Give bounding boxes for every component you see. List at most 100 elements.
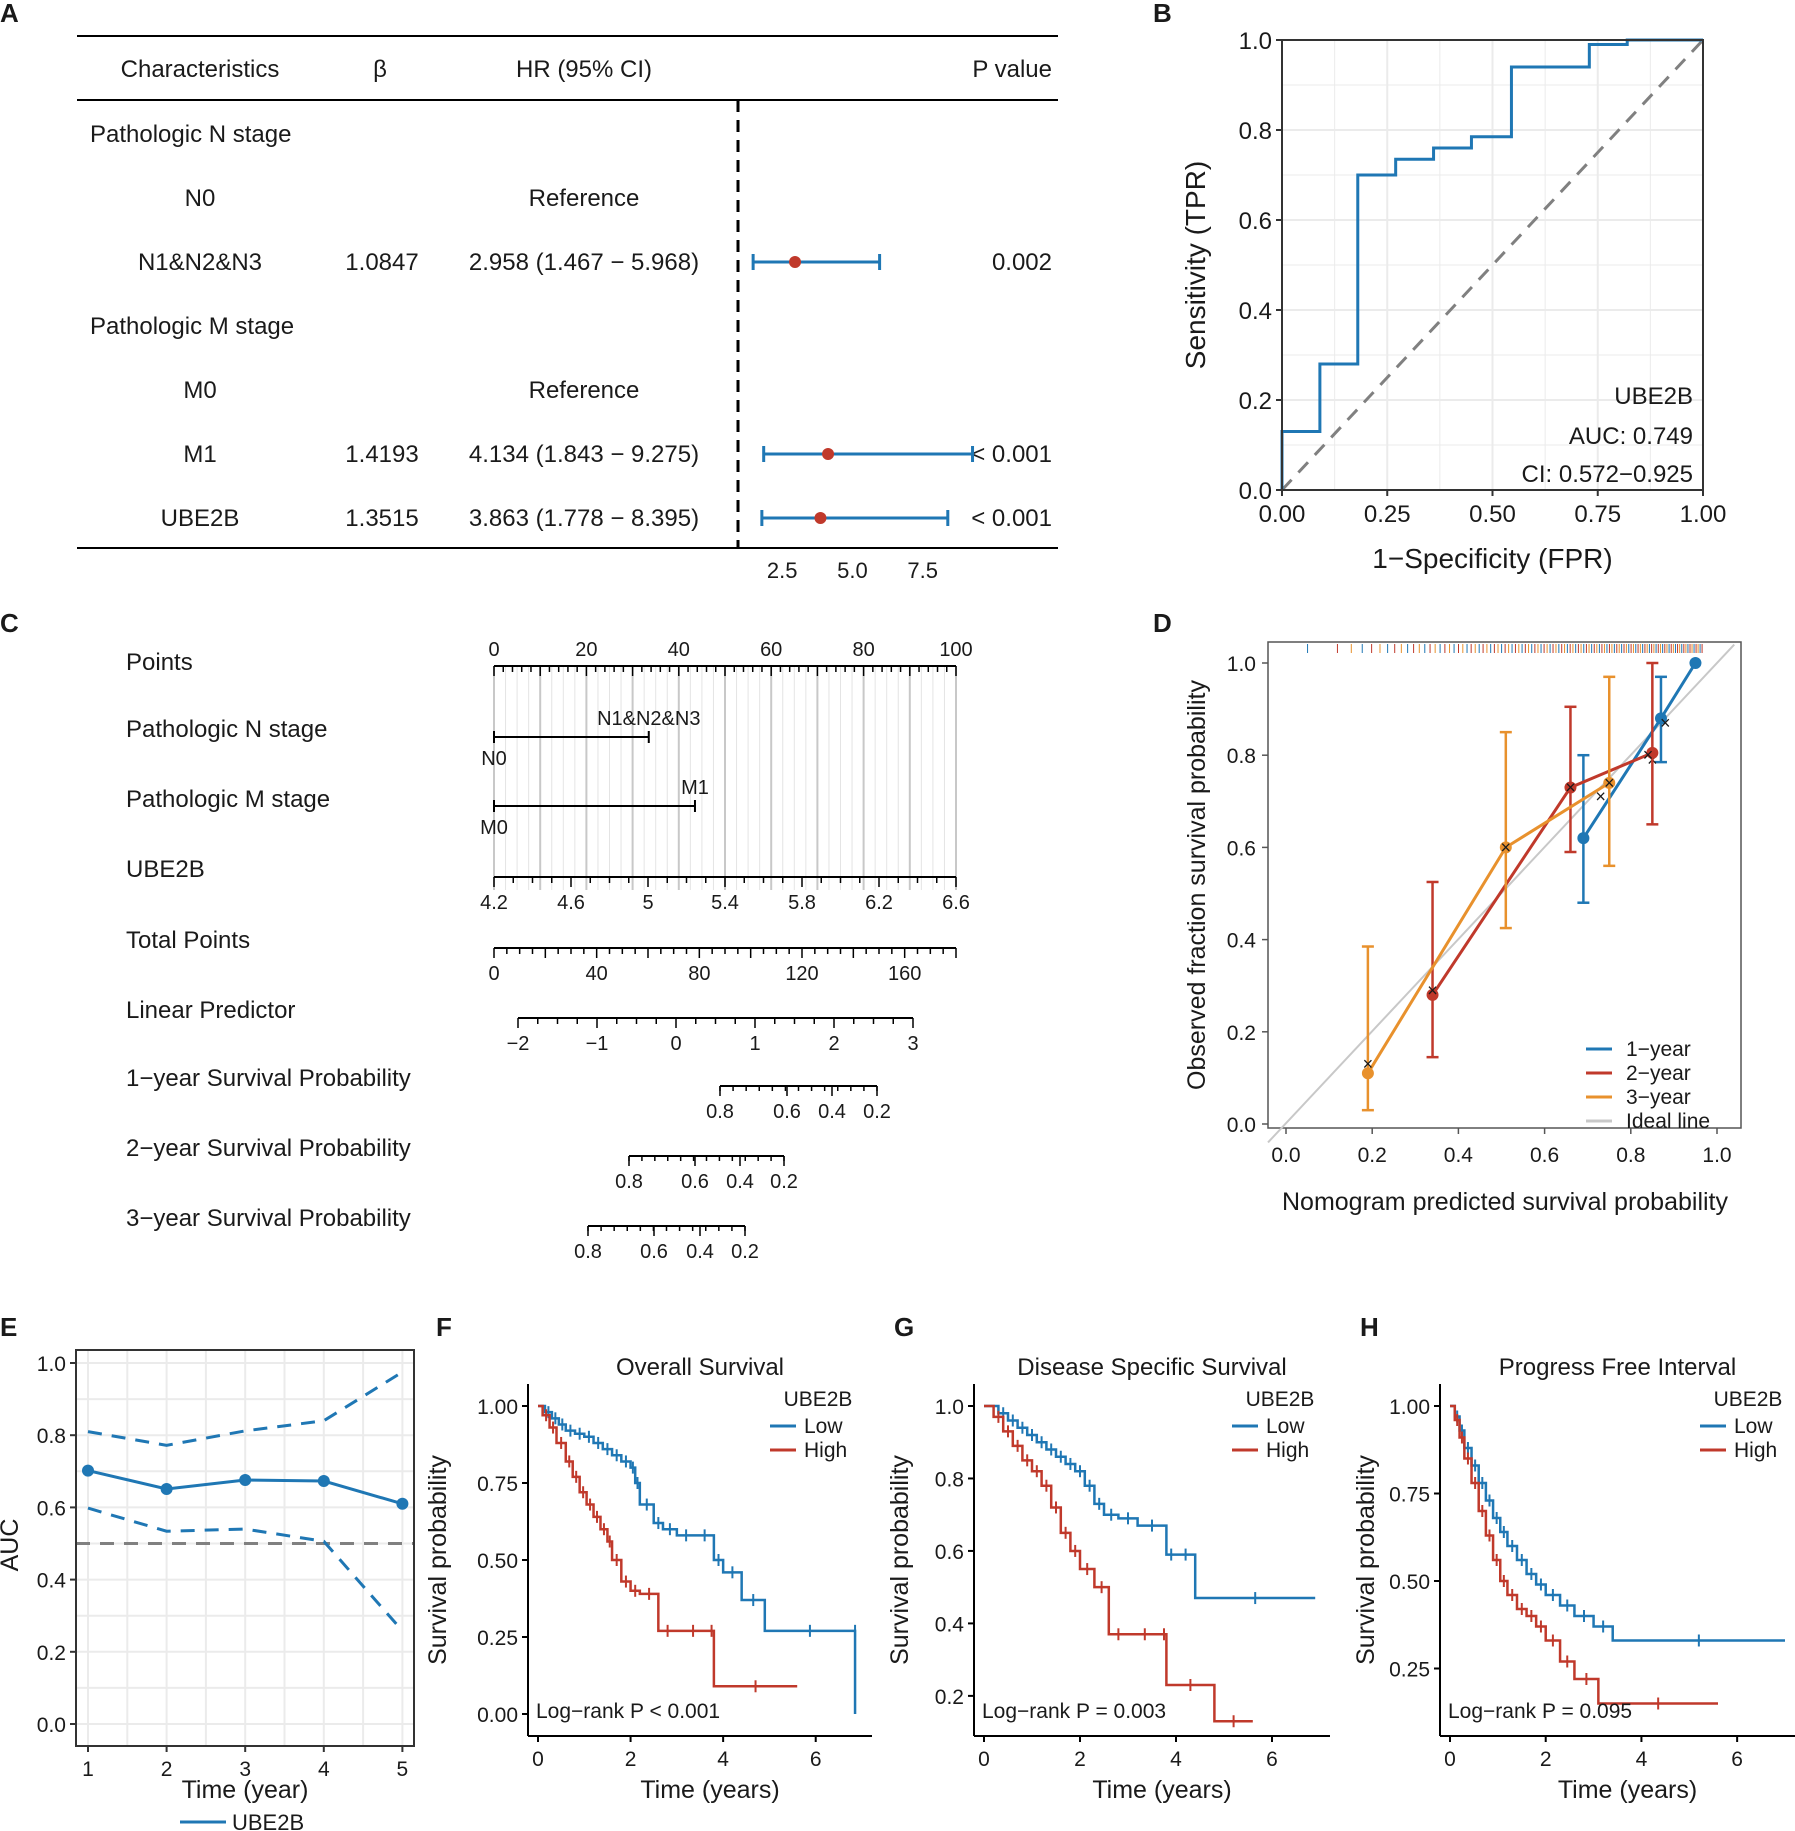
y-tick-label: 0.8 <box>1239 118 1272 145</box>
y-tick-label: 0.25 <box>1389 1659 1430 1682</box>
y-tick-label: 0.8 <box>935 1468 964 1491</box>
calibration-line <box>1582 662 1697 839</box>
row-beta: 1.4193 <box>345 441 418 468</box>
predicted-marker: × <box>1595 787 1606 807</box>
x-tick-label: 0 <box>978 1748 990 1771</box>
row-hr: 3.863 (1.778 − 8.395) <box>469 505 699 532</box>
panel-a-forest-plot: A Characteristics β HR (95% CI) P value Patho… <box>0 0 1058 583</box>
roc-name: UBE2B <box>1614 383 1693 410</box>
predicted-marker: × <box>1427 980 1438 1000</box>
calibration-point <box>1564 781 1577 794</box>
survival-tick-label: 0.8 <box>706 1101 734 1123</box>
predicted-marker: × <box>1501 837 1512 857</box>
y-tick-label: 1.00 <box>477 1396 518 1419</box>
y-tick-label: 0.75 <box>1389 1484 1430 1507</box>
x-tick-label: 2 <box>161 1758 173 1781</box>
row-label: N0 <box>185 185 216 212</box>
predicted-marker: × <box>1363 1054 1374 1074</box>
row-label: M1 <box>183 441 216 468</box>
x-tick-label: 0 <box>1444 1748 1456 1771</box>
survival-tick-label: 0.2 <box>863 1101 891 1123</box>
points-tick-label: 60 <box>760 639 782 661</box>
y-tick-label: 1.0 <box>1227 653 1256 676</box>
forest-tick-label: 2.5 <box>767 558 798 583</box>
nomogram-row-label: Pathologic M stage <box>126 786 330 813</box>
row-hr: 4.134 (1.843 − 9.275) <box>469 441 699 468</box>
survival-tick-label: 0.4 <box>686 1241 714 1263</box>
y-tick-label: 0.8 <box>37 1425 66 1448</box>
predicted-marker: × <box>1604 773 1615 793</box>
forest-tick-label: 5.0 <box>837 558 868 583</box>
legend-label: Ideal line <box>1626 1110 1710 1133</box>
x-tick-label: 2 <box>1074 1748 1086 1771</box>
x-axis-title: Time (years) <box>1558 1776 1697 1804</box>
y-tick-label: 1.0 <box>1239 28 1272 55</box>
linear-predictor-tick-label: 3 <box>907 1033 918 1055</box>
km-curve-low <box>538 1404 857 1714</box>
km-curve-low <box>984 1404 1316 1600</box>
roc-auc: AUC: 0.749 <box>1569 423 1693 450</box>
total-points-tick-label: 0 <box>488 963 499 985</box>
predicted-marker: × <box>1643 745 1654 765</box>
hr-point <box>814 512 827 524</box>
points-tick-label: 40 <box>668 639 690 661</box>
x-tick-label: 2 <box>625 1748 637 1771</box>
calibration-point <box>1603 776 1616 789</box>
x-tick-label: 4 <box>1170 1748 1182 1771</box>
x-axis-title: 1−Specificity (FPR) <box>1372 543 1612 574</box>
legend-label-high: High <box>1734 1439 1777 1462</box>
y-tick-label: 0.6 <box>1227 837 1256 860</box>
upper-ci-line <box>87 1370 404 1447</box>
y-axis-title: Survival probability <box>886 1455 914 1665</box>
panel-c-nomogram: C Points Pathologic N stage Pathologic M st… <box>0 608 973 1263</box>
legend-label-high: High <box>804 1439 847 1462</box>
lower-ci-line <box>87 1506 404 1632</box>
y-tick-label: 0.0 <box>37 1714 66 1737</box>
ube2b-tick-label: 5.4 <box>711 892 739 914</box>
nomogram-row-label: UBE2B <box>126 856 205 883</box>
x-tick-label: 6 <box>1731 1748 1743 1771</box>
panel-label-a: A <box>0 0 19 28</box>
km-curve-high <box>538 1404 798 1688</box>
y-tick-label: 0.2 <box>1239 388 1272 415</box>
total-points-tick-label: 80 <box>688 963 710 985</box>
y-tick-label: 0.50 <box>1389 1571 1430 1594</box>
survival-tick-label: 0.6 <box>640 1241 668 1263</box>
calibration-point <box>1654 712 1667 725</box>
linear-predictor-tick-label: 1 <box>749 1033 760 1055</box>
linear-predictor-tick-label: 0 <box>670 1033 681 1055</box>
legend-label-low: Low <box>804 1415 843 1438</box>
km-title: Disease Specific Survival <box>1017 1354 1286 1381</box>
row-pvalue: < 0.001 <box>971 441 1052 468</box>
legend-label: UBE2B <box>232 1810 304 1831</box>
panel-d-calibration: D×××××××××0.00.20.40.60.81.00.00.20.40.6… <box>1153 608 1742 1216</box>
nomogram-row-label: Points <box>126 649 193 676</box>
x-tick-label: 3 <box>239 1758 251 1781</box>
km-curve-high <box>984 1404 1253 1723</box>
panel-label: H <box>1360 1312 1379 1342</box>
auc-point <box>239 1473 252 1486</box>
panel-f-overall-survival: F Overall Survival 0.00 0.25 0.50 0.75 1.00 0 2 4… <box>424 1312 872 1804</box>
calibration-line <box>1366 781 1611 1075</box>
x-tick-label: 1.00 <box>1680 501 1727 528</box>
x-axis-title: Time (years) <box>1092 1776 1231 1804</box>
x-tick-label: 0.50 <box>1469 501 1516 528</box>
y-tick-label: 0.6 <box>1239 208 1272 235</box>
calibration-point <box>1689 657 1702 669</box>
y-tick-label: 0.50 <box>477 1550 518 1573</box>
calibration-point <box>1361 1067 1374 1080</box>
x-tick-label: 4 <box>318 1758 330 1781</box>
panel-label: G <box>894 1312 914 1342</box>
header-hr: HR (95% CI) <box>516 56 652 83</box>
predicted-marker: × <box>1660 713 1671 733</box>
points-tick-label: 20 <box>575 639 597 661</box>
panel-g-disease-specific-survival: G Disease Specific Survival 0.2 0.4 0.6 0.8 1.… <box>886 1312 1330 1804</box>
diagonal-line <box>1280 38 1705 492</box>
panel-label-e: E <box>0 1312 17 1342</box>
forest-tick-label: 7.5 <box>907 558 938 583</box>
y-tick-label: 0.0 <box>1227 1114 1256 1137</box>
total-points-tick-label: 40 <box>586 963 608 985</box>
roc-line <box>1280 38 1703 490</box>
x-tick-label: 6 <box>810 1748 822 1771</box>
predicted-marker: × <box>1565 777 1576 797</box>
